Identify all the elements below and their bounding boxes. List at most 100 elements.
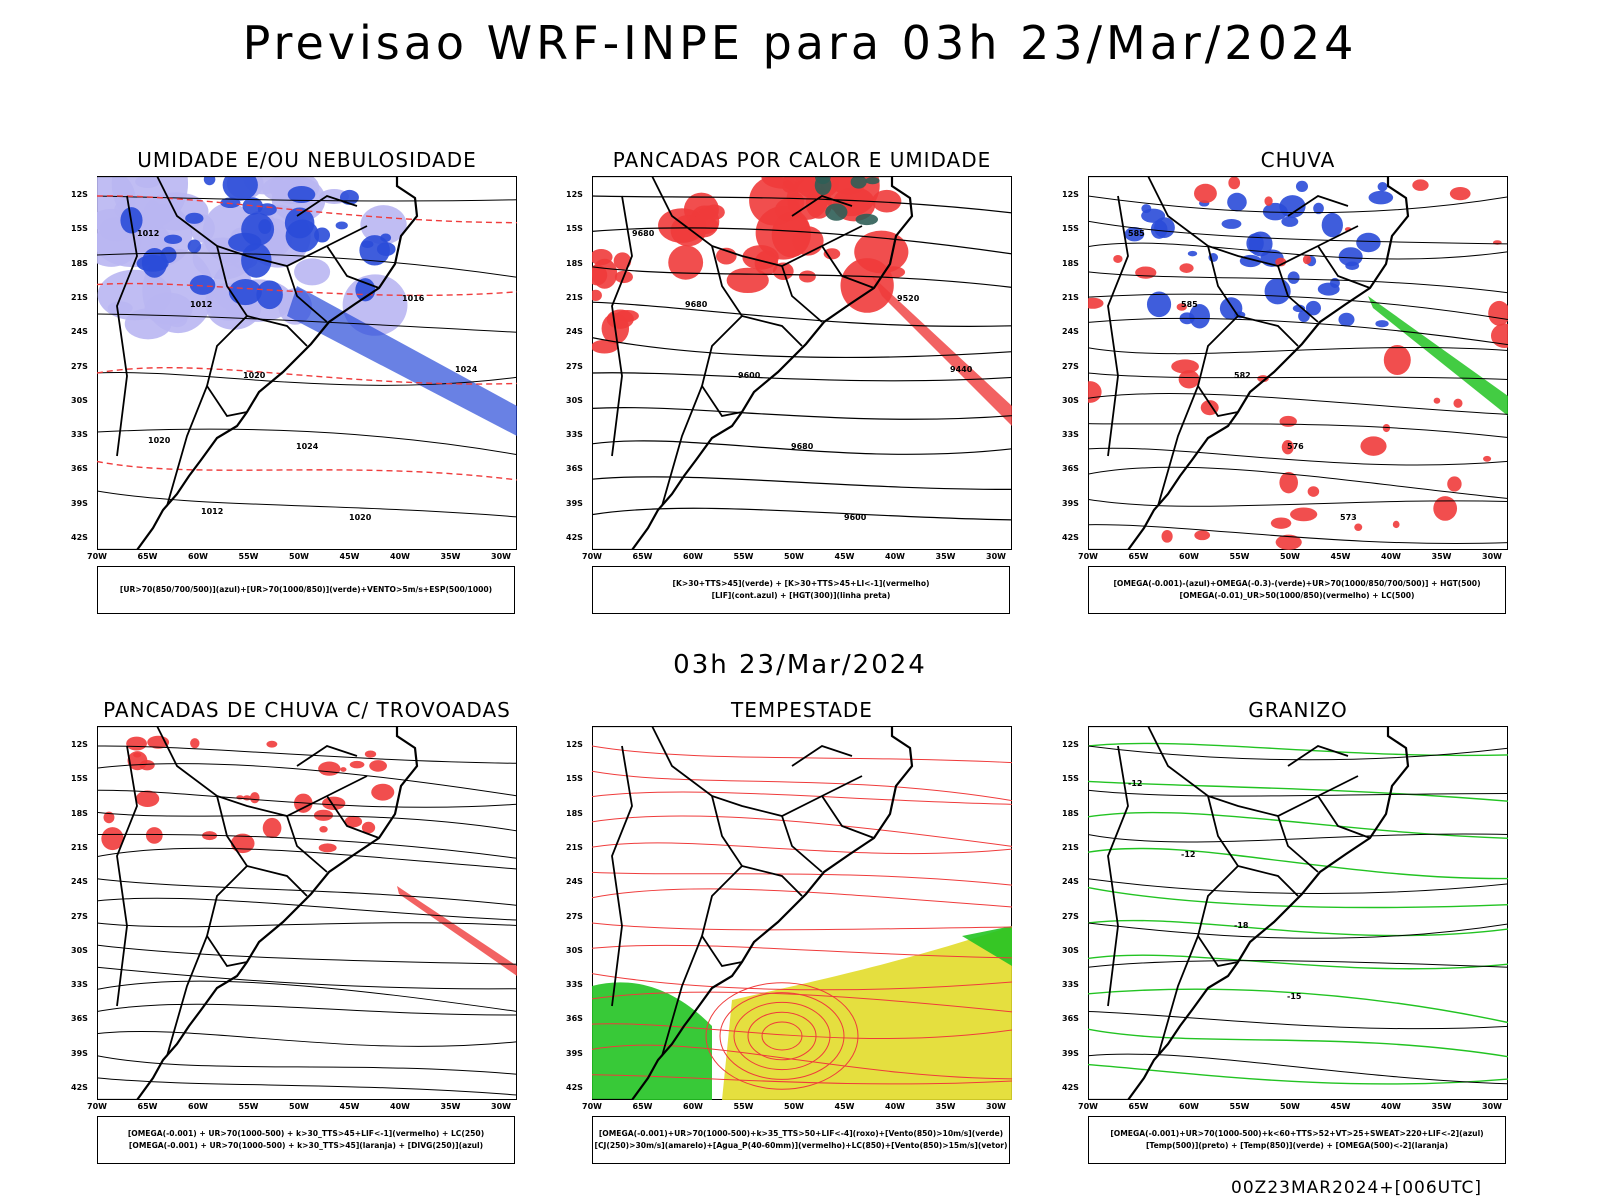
streamline (97, 897, 517, 921)
country-border (661, 935, 703, 1057)
rain-field (1135, 266, 1157, 279)
legend-tempestade: [OMEGA(-0.001)+UR>70(1000-500)+k>35_TTS>… (592, 1116, 1010, 1164)
streamline (592, 815, 1012, 847)
lon-tick: 65W (1128, 552, 1149, 561)
lon-tick: 65W (1128, 1102, 1149, 1111)
lon-tick: 45W (834, 1102, 855, 1111)
lon-tick: 70W (87, 1102, 107, 1111)
lat-tick: 39S (1062, 1048, 1079, 1058)
height-contour (1088, 393, 1508, 415)
convective-field (592, 289, 602, 301)
contour-label: 9440 (950, 365, 973, 374)
country-border (781, 265, 823, 323)
rain-field (1161, 529, 1173, 543)
omega-strong (1368, 296, 1508, 416)
lon-tick: 45W (339, 552, 360, 561)
lat-tick: 15S (566, 774, 583, 784)
lat-tick: 30S (71, 395, 88, 405)
rain-field (1194, 530, 1211, 541)
rain-field (1275, 534, 1302, 550)
lon-tick: 60W (188, 552, 208, 561)
lon-tick: 55W (733, 1102, 754, 1111)
pressure-contour (97, 252, 517, 278)
map-pancadas[interactable]: 9680 9680 9600 9680 9600 9520 9440 (592, 176, 1012, 550)
lat-tick: 21S (71, 842, 88, 852)
temp850-contour (1088, 811, 1508, 839)
rain-field (1433, 397, 1441, 404)
map-trovoadas[interactable] (97, 726, 517, 1100)
legend-line: [OMEGA(-0.001) + UR>70(1000-500) + k>30_… (128, 1141, 484, 1150)
omega-field (1221, 218, 1242, 229)
frontal-band (397, 886, 517, 976)
humidity-field (360, 205, 407, 245)
lat-tick: 24S (71, 877, 88, 887)
lon-tick: 30W (1482, 1102, 1502, 1111)
lat-tick: 21S (566, 292, 583, 302)
humidity-core (141, 248, 168, 278)
forecast-time-subtitle: 03h 23/Mar/2024 (673, 650, 927, 680)
humidity-core (376, 242, 396, 256)
height-contour (1088, 293, 1508, 321)
page-title: Previsao WRF-INPE para 03h 23/Mar/2024 (242, 16, 1358, 70)
thunder-field (145, 827, 163, 844)
streamline (97, 745, 517, 764)
omega-field (1338, 312, 1355, 327)
height-contour (592, 266, 1012, 288)
map-granizo[interactable]: -12 -12 -18 -15 (1088, 726, 1508, 1100)
temp500-contour (1088, 1011, 1508, 1030)
tts-field (855, 213, 879, 226)
temp500-contour (1088, 745, 1508, 761)
lon-tick: 45W (834, 552, 855, 561)
lat-tick: 12S (1062, 740, 1079, 749)
country-border (1317, 795, 1371, 839)
lat-tick: 18S (566, 258, 583, 268)
rain-field (1360, 436, 1387, 456)
thunder-field (361, 821, 376, 834)
lon-tick: 40W (885, 552, 905, 561)
lat-tick: 42S (1062, 1083, 1079, 1092)
country-border (1287, 195, 1349, 217)
rain-field (1228, 176, 1241, 190)
lat-tick: 12S (71, 190, 88, 199)
country-border (296, 745, 358, 767)
contour-label: 573 (1340, 513, 1357, 522)
lat-tick: 12S (566, 190, 583, 199)
omega-field (1356, 232, 1381, 253)
map-layers: -12 -12 -18 -15 (1088, 726, 1508, 1100)
height-contour (1088, 220, 1508, 245)
humidity-core (335, 221, 348, 230)
legend-granizo: [OMEGA(-0.001)+UR>70(1000-500)+k<60+TTS>… (1088, 1116, 1506, 1164)
lon-tick: 45W (1330, 552, 1351, 561)
panel-title: PANCADAS DE CHUVA C/ TROVOADAS (103, 698, 511, 722)
map-chuva[interactable]: 585 585 582 576 573 (1088, 176, 1508, 550)
lon-tick: 40W (390, 1102, 410, 1111)
omega-field (1281, 216, 1299, 227)
contour-label: 1016 (402, 294, 425, 303)
lon-tick: 60W (683, 1102, 703, 1111)
thunder-field (266, 740, 278, 748)
lat-tick: 39S (566, 498, 583, 508)
map-tempestade[interactable] (592, 726, 1012, 1100)
legend-chuva: [OMEGA(-0.001)-(azul)+OMEGA(-0.3)-(verde… (1088, 566, 1506, 614)
temp850-contour (1088, 742, 1508, 757)
contour-label: 1020 (243, 371, 266, 380)
lon-tick: 60W (1179, 552, 1199, 561)
pressure-contour (97, 313, 517, 333)
map-umidade[interactable]: 1012 1012 1020 1024 1020 1016 1024 1020 1012 (97, 176, 517, 550)
height-contour (592, 406, 1012, 420)
lat-tick: 33S (1062, 980, 1079, 990)
thunder-field (190, 738, 200, 749)
coastline (97, 726, 419, 1100)
convective-field (592, 339, 619, 354)
thunder-field (369, 760, 387, 772)
rain-field (1354, 523, 1363, 531)
streamline (592, 1074, 1012, 1085)
omega-field (1375, 320, 1389, 328)
convective-field (823, 248, 841, 260)
streamline (97, 878, 517, 906)
temp850-contour (1088, 780, 1508, 802)
rain-field (1179, 263, 1194, 273)
streamline (97, 1077, 517, 1096)
panel-tempestade: TEMPESTADE [OMEGA(-0.001)+UR>70(1000-500… (566, 698, 1012, 1168)
lon-tick: 50W (784, 552, 804, 561)
